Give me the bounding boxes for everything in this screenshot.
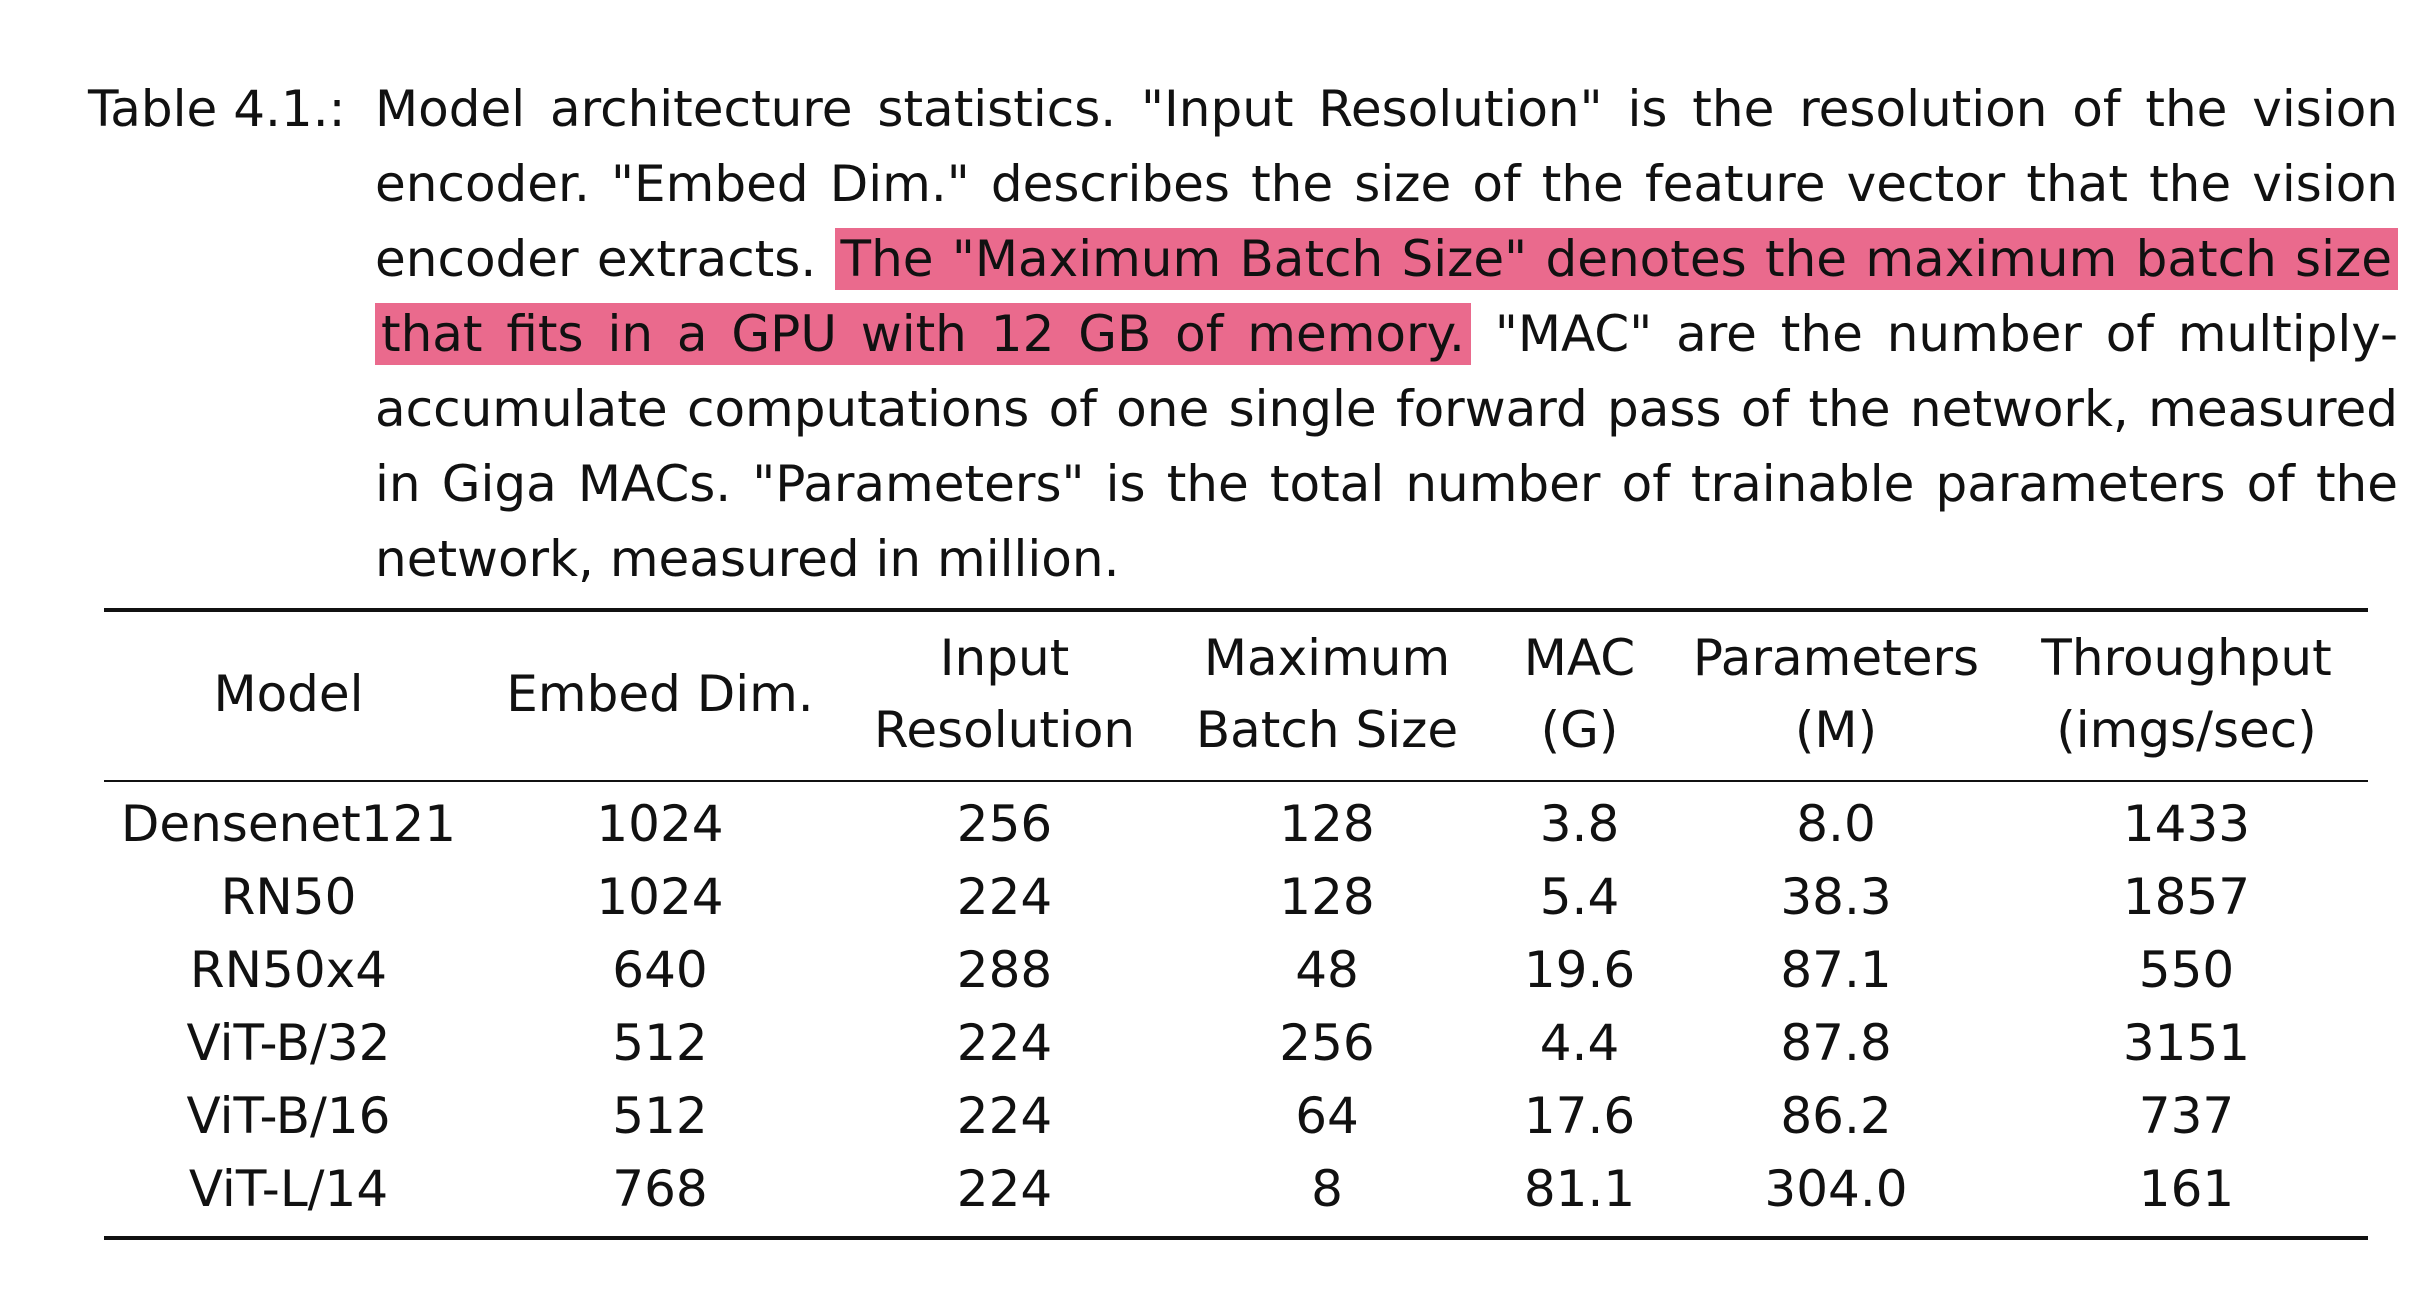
cell-input-resolution: 224 — [956, 1014, 1053, 1072]
cell-parameters: 38.3 — [1780, 868, 1892, 926]
cell-model: Densenet121 — [120, 795, 457, 853]
caption-label: Table 4.1.: — [88, 80, 346, 138]
statistics-table-container: Model Embed Dim. Input Resolution Maximum… — [104, 608, 2368, 1240]
header-parameters: Parameters (M) — [1692, 629, 1980, 759]
cell-max-batch-size: 128 — [1279, 868, 1375, 926]
cell-max-batch-size: 128 — [1279, 795, 1375, 853]
cell-model: ViT-B/32 — [186, 1014, 391, 1072]
cell-mac: 5.4 — [1539, 868, 1620, 926]
cell-parameters: 304.0 — [1764, 1160, 1908, 1218]
cell-throughput: 161 — [2138, 1160, 2235, 1218]
table-row: ViT-L/14 768 224 8 81.1 304.0 161 — [104, 1153, 2368, 1238]
cell-mac: 3.8 — [1539, 795, 1620, 853]
cell-max-batch-size: 8 — [1311, 1160, 1343, 1218]
cell-throughput: 550 — [2138, 941, 2235, 999]
caption-text: Model architecture statistics. "Input Re… — [375, 72, 2399, 597]
cell-input-resolution: 224 — [956, 868, 1053, 926]
cell-mac: 4.4 — [1539, 1014, 1620, 1072]
header-throughput: Throughput (imgs/sec) — [2041, 629, 2332, 759]
caption-text-part1: Model architecture statistics. "Input Re… — [375, 80, 2398, 288]
table-row: ViT-B/32 512 224 256 4.4 87.8 3151 — [104, 1007, 2368, 1080]
cell-parameters: 87.1 — [1780, 941, 1892, 999]
cell-throughput: 737 — [2138, 1087, 2235, 1145]
cell-model: RN50 — [220, 868, 357, 926]
table-row: ViT-B/16 512 224 64 17.6 86.2 737 — [104, 1080, 2368, 1153]
cell-parameters: 8.0 — [1796, 795, 1876, 853]
model-statistics-table: Model Embed Dim. Input Resolution Maximum… — [104, 608, 2368, 1240]
table-row: RN50 1024 224 128 5.4 38.3 1857 — [104, 861, 2368, 934]
table-row: RN50x4 640 288 48 19.6 87.1 550 — [104, 934, 2368, 1007]
header-mac: MAC (G) — [1523, 629, 1636, 759]
cell-input-resolution: 288 — [956, 941, 1053, 999]
cell-input-resolution: 224 — [956, 1087, 1053, 1145]
caption-text-part2: "MAC" are the number of multiply-accumul… — [375, 305, 2399, 588]
cell-input-resolution: 256 — [956, 795, 1053, 853]
cell-throughput: 1433 — [2122, 795, 2251, 853]
table-header-row: Model Embed Dim. Input Resolution Maximum… — [104, 610, 2368, 781]
header-embed-dim: Embed Dim. — [506, 665, 814, 723]
cell-model: ViT-L/14 — [188, 1160, 389, 1218]
header-model: Model — [213, 665, 364, 723]
cell-embed-dim: 1024 — [596, 795, 724, 853]
cell-embed-dim: 512 — [612, 1014, 708, 1072]
cell-mac: 17.6 — [1523, 1087, 1636, 1145]
table-row: Densenet121 1024 256 128 3.8 8.0 1433 — [104, 781, 2368, 861]
cell-max-batch-size: 256 — [1279, 1014, 1375, 1072]
cell-mac: 81.1 — [1523, 1160, 1636, 1218]
cell-max-batch-size: 48 — [1295, 941, 1359, 999]
cell-embed-dim: 1024 — [596, 868, 724, 926]
cell-embed-dim: 512 — [612, 1087, 708, 1145]
cell-embed-dim: 640 — [612, 941, 708, 999]
cell-max-batch-size: 64 — [1295, 1087, 1359, 1145]
cell-model: RN50x4 — [189, 941, 388, 999]
header-input-resolution: Input Resolution — [873, 629, 1136, 759]
cell-parameters: 87.8 — [1780, 1014, 1892, 1072]
cell-throughput: 1857 — [2122, 868, 2251, 926]
header-max-batch-size: Maximum Batch Size — [1195, 629, 1459, 759]
cell-model: ViT-B/16 — [186, 1087, 391, 1145]
cell-input-resolution: 224 — [956, 1160, 1053, 1218]
cell-embed-dim: 768 — [612, 1160, 708, 1218]
cell-mac: 19.6 — [1523, 941, 1636, 999]
cell-parameters: 86.2 — [1780, 1087, 1892, 1145]
cell-throughput: 3151 — [2122, 1014, 2251, 1072]
